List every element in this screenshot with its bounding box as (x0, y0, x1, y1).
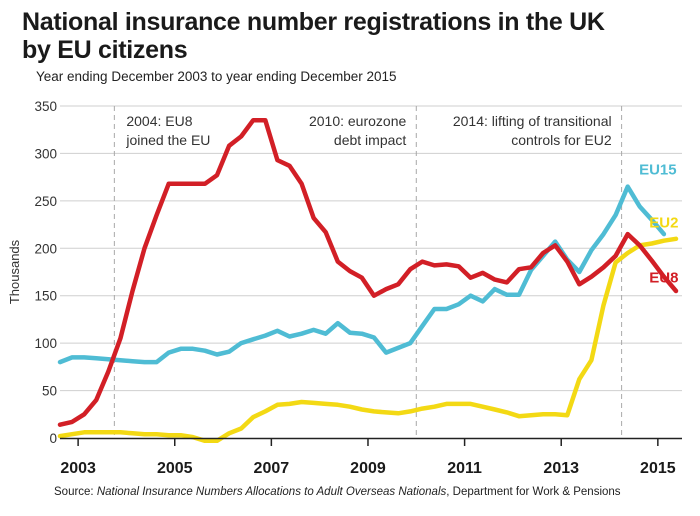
x-tick-label: 2003 (60, 460, 96, 477)
source-note: Source: National Insurance Numbers Alloc… (54, 486, 621, 498)
series-label-eu8: EU8 (649, 269, 678, 286)
series-label-eu15: EU15 (639, 161, 677, 178)
x-tick-label: 2007 (254, 460, 290, 477)
series-line-eu2 (57, 236, 679, 444)
title-line-1: National insurance number registrations … (22, 8, 605, 36)
x-tick-label: 2015 (640, 460, 676, 477)
y-tick-label: 350 (34, 99, 57, 114)
source-suffix: , Department for Work & Pensions (446, 486, 621, 498)
y-tick-label: 100 (34, 336, 57, 351)
x-tick-label: 2005 (157, 460, 193, 477)
annotation-text: debt impact (334, 132, 406, 148)
annotation-text: 2004: EU8 (126, 113, 192, 129)
chart-title: National insurance number registrations … (22, 8, 605, 64)
source-prefix: Source: (54, 486, 97, 498)
y-tick-label: 50 (42, 384, 57, 399)
x-tick-label: 2011 (447, 460, 482, 477)
annotation-text: controls for EU2 (511, 132, 612, 148)
source-publication: National Insurance Numbers Allocations t… (96, 486, 447, 498)
annotation-text: 2010: eurozone (309, 113, 407, 129)
y-tick-label: 0 (49, 431, 57, 446)
y-tick-label: 300 (34, 146, 57, 161)
y-axis-label: Thousands (7, 239, 22, 304)
y-tick-label: 200 (34, 241, 57, 256)
y-tick-label: 150 (34, 289, 57, 304)
annotation-text: 2014: lifting of transitional (453, 113, 612, 129)
annotation-text: joined the EU (125, 132, 210, 148)
title-line-2: by EU citizens (22, 36, 188, 64)
x-tick-label: 2009 (350, 460, 386, 477)
series-label-eu2: EU2 (649, 214, 678, 231)
y-tick-label: 250 (34, 194, 57, 209)
x-tick-label: 2013 (543, 460, 579, 477)
series-line-eu8 (57, 117, 679, 427)
chart-subtitle: Year ending December 2003 to year ending… (36, 69, 397, 84)
